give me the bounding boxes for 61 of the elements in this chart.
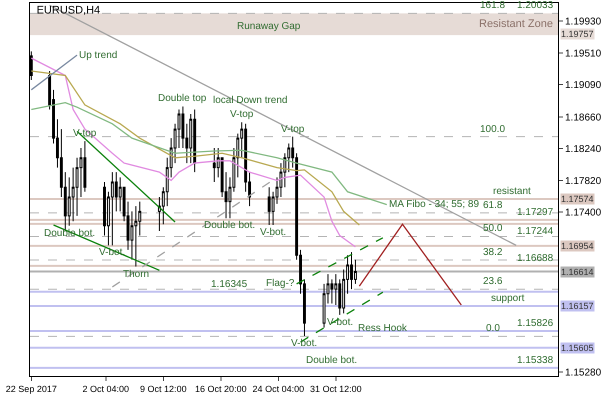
annotation: V-bot. xyxy=(327,317,354,328)
annotation: 1.15338 xyxy=(517,355,554,366)
annotation: resistant xyxy=(493,186,532,197)
y-tick-label: 1.18660 xyxy=(565,112,602,124)
x-tick-label: 22 Sep 2017 xyxy=(6,384,57,394)
x-tick-label: 24 Oct 04:00 xyxy=(252,384,304,394)
x-tick-label: 16 Oct 20:00 xyxy=(195,384,247,394)
annotation: 38.2 xyxy=(483,247,503,258)
annotation: 1.16345 xyxy=(211,279,248,290)
annotation: Double bot. xyxy=(44,228,96,239)
annotation: 100.0 xyxy=(480,124,506,135)
annotation: 1.20033 xyxy=(517,0,554,11)
ref-line-label: 1.16954 xyxy=(561,241,594,251)
annotation: Ress Hook xyxy=(358,323,408,334)
annotation: V-bot. xyxy=(260,227,286,238)
x-tick-label: 2 Oct 04:00 xyxy=(82,384,130,394)
chart-title: EURUSD,H4 xyxy=(36,4,100,17)
annotation: 0.0 xyxy=(486,323,500,334)
ref-line-label: 1.16614 xyxy=(561,267,594,277)
ref-line-label: 1.19757 xyxy=(561,29,594,39)
annotation: Up trend xyxy=(79,50,118,61)
annotation: 50.0 xyxy=(483,223,503,234)
annotation: 23.6 xyxy=(483,276,503,287)
candlestick xyxy=(350,252,353,290)
annotation: Flag-? xyxy=(266,278,295,289)
ref-line-label: 1.17574 xyxy=(561,194,594,204)
candlestick xyxy=(268,186,271,226)
annotation: Double bot. xyxy=(204,220,256,231)
ref-line-label: 1.16157 xyxy=(561,301,594,311)
candlestick xyxy=(212,147,216,182)
annotation: 1.17244 xyxy=(517,226,554,237)
annotation: Thorn xyxy=(123,269,150,280)
annotation: Double top xyxy=(158,93,207,104)
x-tick-label: 9 Oct 12:00 xyxy=(140,384,187,394)
annotation: V-top xyxy=(281,124,305,135)
annotation: support xyxy=(491,293,525,304)
x-tick-label: 31 Oct 12:00 xyxy=(310,384,362,394)
y-tick-label: 1.15280 xyxy=(565,368,602,379)
band-label: Resistant Zone xyxy=(479,18,553,30)
annotation: Double bot. xyxy=(306,355,358,366)
annotation: 61.8 xyxy=(483,200,503,211)
y-tick-label: 1.19090 xyxy=(565,80,602,92)
annotation: local Down trend xyxy=(213,95,288,106)
y-tick-label: 1.19930 xyxy=(565,16,602,28)
annotation: MA Fibo - 34; 55; 89 xyxy=(389,199,480,210)
annotation: 1.15826 xyxy=(517,318,554,329)
annotation: 1.16688 xyxy=(517,253,554,264)
annotation: 161.8 xyxy=(480,0,506,11)
annotation: Runaway Gap xyxy=(237,21,301,32)
y-tick-label: 1.19510 xyxy=(565,48,602,60)
y-tick-label: 1.18240 xyxy=(565,144,602,156)
annotation: V-bot. xyxy=(291,338,318,349)
candlestick xyxy=(193,108,196,173)
candlestick xyxy=(134,206,138,268)
annotation: V-top xyxy=(230,109,254,120)
candlestick xyxy=(110,172,114,246)
ref-line-label: 1.15605 xyxy=(561,343,594,353)
annotation: 1.17297 xyxy=(517,207,554,218)
y-tick-label: 1.17400 xyxy=(565,208,602,219)
line-series xyxy=(30,102,388,206)
y-tick-label: 1.17820 xyxy=(565,176,602,187)
